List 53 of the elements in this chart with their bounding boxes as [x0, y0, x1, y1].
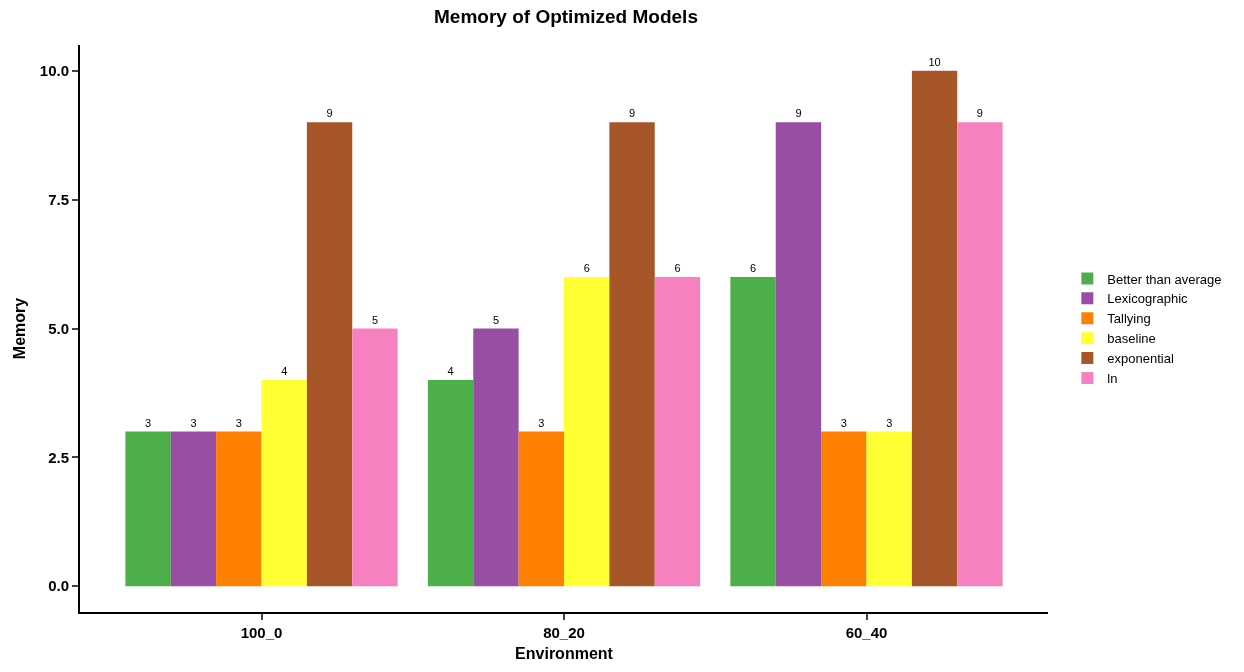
bar	[352, 328, 398, 587]
bar	[170, 431, 217, 587]
bar	[609, 122, 655, 587]
bar	[261, 380, 307, 587]
bar	[654, 276, 701, 587]
legend-label: Better than average	[1107, 271, 1222, 287]
data-label: 3	[235, 416, 242, 429]
x-tick-label: 100_0	[240, 624, 283, 641]
bar	[564, 276, 610, 587]
bar	[125, 431, 171, 587]
chart-title: Memory of Optimized Models	[434, 6, 698, 28]
y-tick-label: 10.0	[39, 62, 69, 80]
bar	[911, 70, 958, 587]
data-label: 5	[371, 313, 378, 326]
x-tick-label: 80_20	[543, 624, 585, 641]
data-label: 9	[629, 107, 636, 120]
data-label: 10	[928, 55, 941, 68]
bar	[306, 122, 353, 587]
x-axis-title: Environment	[515, 645, 614, 663]
data-label: 4	[281, 365, 288, 378]
data-label: 3	[886, 416, 893, 429]
bar	[730, 276, 776, 587]
legend-label: exponential	[1107, 351, 1174, 367]
data-label: 3	[840, 416, 847, 429]
data-label: 3	[145, 416, 152, 429]
legend-label: baseline	[1107, 331, 1156, 347]
bar	[775, 122, 822, 587]
y-tick-label: 2.5	[48, 448, 69, 466]
data-label: 9	[795, 107, 802, 120]
bar	[473, 328, 519, 587]
y-tick-label: 0.0	[48, 577, 69, 595]
data-label: 3	[538, 416, 545, 429]
legend-label: Lexicographic	[1107, 291, 1189, 307]
x-tick-label: 60_40	[845, 624, 888, 641]
bar	[957, 122, 1003, 587]
y-tick-label: 5.0	[48, 319, 69, 337]
bar	[866, 431, 912, 587]
legend-label: ln	[1107, 371, 1118, 387]
bar	[518, 431, 564, 587]
data-label: 5	[492, 313, 499, 326]
data-label: 4	[447, 365, 454, 378]
y-tick-label: 7.5	[48, 190, 69, 208]
bar	[427, 380, 474, 587]
bar	[216, 431, 262, 587]
data-label: 3	[190, 416, 197, 429]
data-label: 6	[750, 261, 757, 274]
data-label: 9	[976, 107, 983, 120]
data-label: 6	[583, 261, 590, 274]
data-label: 9	[326, 107, 333, 120]
y-axis-title: Memory	[11, 297, 29, 360]
bar	[821, 431, 867, 587]
legend-label: Tallying	[1107, 311, 1151, 327]
data-label: 6	[674, 261, 681, 274]
